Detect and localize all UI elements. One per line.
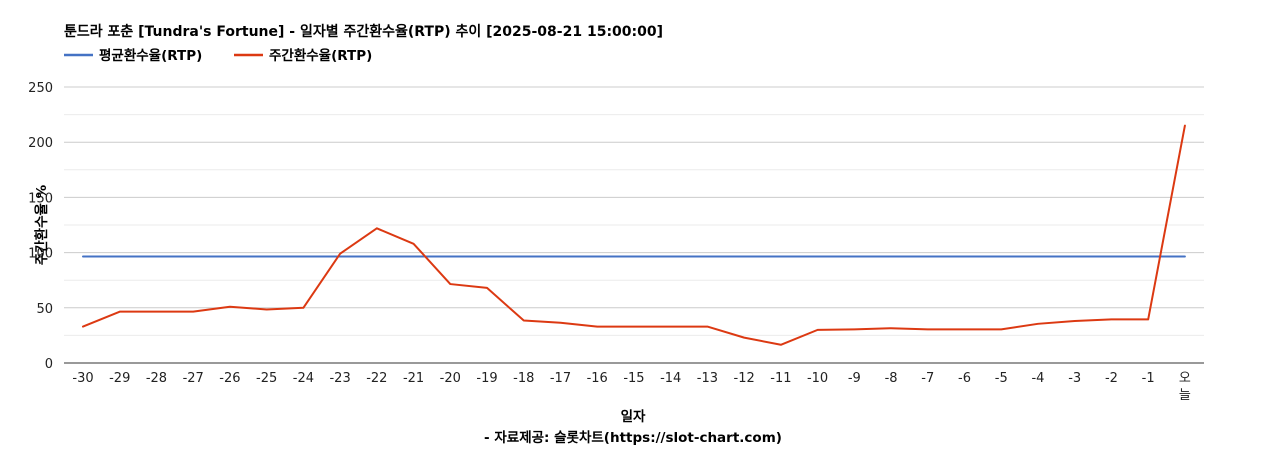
y-axis-ticks: 0 50 100 150 200 250 [28, 81, 53, 372]
y-axis-title: 주간환수율 % [33, 184, 50, 265]
x-tick-label: -21 [403, 371, 424, 386]
x-tick-label: -14 [660, 371, 681, 386]
legend-label: 주간환수율(RTP) [269, 47, 372, 64]
chart-title: 툰드라 포춘 [Tundra's Fortune] - 일자별 주간환수율(RT… [64, 23, 663, 40]
x-tick-label: -4 [1031, 371, 1044, 386]
legend: 평균환수율(RTP) 주간환수율(RTP) [64, 47, 372, 64]
x-tick-label: -6 [958, 371, 971, 386]
x-tick-label: -17 [550, 371, 571, 386]
x-tick-label: -22 [366, 371, 387, 386]
x-tick-label: -26 [219, 371, 240, 386]
x-tick-label: -3 [1068, 371, 1081, 386]
x-tick-label: -7 [921, 371, 934, 386]
x-tick-label: -18 [513, 371, 534, 386]
x-tick-label: -1 [1142, 371, 1155, 386]
x-axis-ticks: -30 -29 -28 -27 -26 -25 -24 -23 -22 -21 -20 -19 -18 -… [72, 371, 1191, 403]
x-tick-label: -16 [587, 371, 608, 386]
x-tick-label: -24 [293, 371, 314, 386]
x-tick-label: -12 [734, 371, 755, 386]
x-tick-label: -2 [1105, 371, 1118, 386]
x-tick-label: -30 [72, 371, 93, 386]
x-tick-label: -20 [440, 371, 461, 386]
legend-label: 평균환수율(RTP) [99, 47, 202, 64]
x-tick-label: -29 [109, 371, 130, 386]
y-tick-label: 0 [45, 357, 53, 372]
x-axis-title: 일자 [621, 409, 646, 425]
x-tick-label: -11 [770, 371, 791, 386]
y-tick-label: 50 [36, 302, 53, 317]
x-tick-label: -5 [995, 371, 1008, 386]
x-tick-label: -9 [848, 371, 861, 386]
x-tick-label: -23 [329, 371, 350, 386]
y-tick-label: 200 [28, 136, 53, 151]
series-line-weekly-rtp [82, 124, 1186, 346]
y-tick-label: 100 [28, 247, 53, 262]
source-note: - 자료제공: 슬롯차트(https://slot-chart.com) [484, 430, 782, 446]
x-tick-label: -15 [623, 371, 644, 386]
x-tick-label: -28 [146, 371, 167, 386]
x-tick-label: -13 [697, 371, 718, 386]
y-tick-label: 250 [28, 81, 53, 96]
x-tick-label: -19 [476, 371, 497, 386]
x-tick-label: -8 [885, 371, 898, 386]
x-tick-label: -25 [256, 371, 277, 386]
x-tick-label: -27 [183, 371, 204, 386]
x-tick-label: -10 [807, 371, 828, 386]
y-tick-label: 150 [28, 191, 53, 206]
series-layer [82, 124, 1186, 346]
grid [64, 86, 1204, 364]
